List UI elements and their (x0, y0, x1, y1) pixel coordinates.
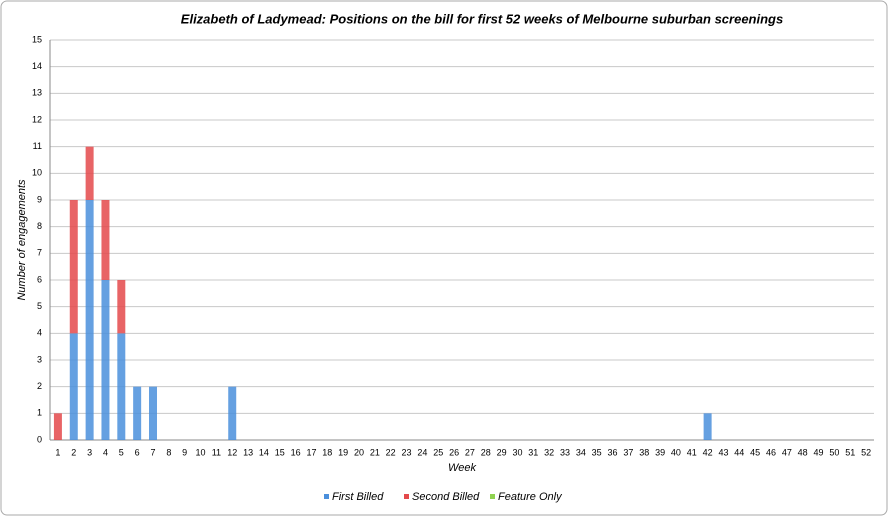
x-tick-label: 21 (370, 447, 380, 457)
bar-segment (53, 413, 62, 440)
y-tick-label: 13 (32, 88, 42, 98)
x-tick-label: 42 (703, 447, 713, 457)
x-axis-label: Week (448, 462, 476, 474)
x-tick-label: 7 (150, 447, 155, 457)
legend-label: First Billed (332, 491, 384, 503)
x-tick-label: 14 (259, 447, 269, 457)
x-tick-label: 36 (608, 447, 618, 457)
bar-segment (69, 333, 78, 440)
x-tick-label: 1 (55, 447, 60, 457)
y-tick-label: 14 (32, 61, 42, 71)
x-tick-label: 37 (623, 447, 633, 457)
x-tick-label: 33 (560, 447, 570, 457)
y-tick-label: 2 (37, 381, 42, 391)
x-tick-label: 27 (465, 447, 475, 457)
x-tick-label: 40 (671, 447, 681, 457)
x-tick-label: 38 (639, 447, 649, 457)
bar-segment (149, 386, 157, 440)
x-tick-label: 18 (322, 447, 332, 457)
x-tick-label: 20 (354, 447, 364, 457)
x-tick-label: 47 (782, 447, 792, 457)
x-tick-label: 35 (592, 447, 602, 457)
x-tick-label: 44 (734, 447, 744, 457)
x-tick-label: 50 (829, 447, 839, 457)
bar-segment (85, 200, 94, 440)
bar-segment (69, 200, 78, 334)
x-tick-label: 13 (243, 447, 253, 457)
bar-segment (133, 386, 142, 440)
x-tick-label: 15 (275, 447, 285, 457)
y-tick-label: 9 (37, 194, 42, 204)
x-tick-label: 25 (433, 447, 443, 457)
x-tick-label: 8 (166, 447, 171, 457)
chart-title: Elizabeth of Ladymead: Positions on the … (181, 11, 783, 26)
x-tick-label: 10 (196, 447, 206, 457)
x-tick-label: 4 (103, 447, 108, 457)
x-tick-label: 2 (71, 447, 76, 457)
x-tick-label: 45 (750, 447, 760, 457)
y-tick-label: 10 (32, 168, 42, 178)
bar-segment (117, 280, 126, 334)
legend-swatch (324, 494, 329, 499)
bar-segment (101, 280, 110, 440)
x-tick-label: 6 (135, 447, 140, 457)
y-tick-label: 3 (37, 354, 42, 364)
x-tick-label: 5 (119, 447, 124, 457)
y-tick-label: 5 (37, 301, 42, 311)
x-tick-label: 9 (182, 447, 187, 457)
x-tick-label: 41 (687, 447, 697, 457)
legend-label: Second Billed (412, 491, 480, 503)
legend-swatch (404, 494, 409, 499)
bar-segment (85, 146, 94, 200)
bar-segment (101, 200, 110, 280)
legend-swatch (490, 494, 495, 499)
legend-label: Feature Only (498, 491, 563, 503)
y-tick-label: 0 (37, 434, 42, 444)
x-tick-label: 46 (766, 447, 776, 457)
x-tick-label: 29 (497, 447, 507, 457)
y-tick-label: 15 (32, 34, 42, 44)
x-tick-label: 28 (481, 447, 491, 457)
x-tick-label: 11 (212, 447, 221, 457)
bar-segment (228, 386, 237, 440)
y-tick-label: 4 (37, 328, 42, 338)
x-tick-label: 24 (417, 447, 427, 457)
bar-segment (117, 333, 126, 440)
x-tick-label: 49 (814, 447, 824, 457)
x-tick-label: 48 (798, 447, 808, 457)
x-tick-label: 19 (338, 447, 348, 457)
y-tick-label: 1 (37, 408, 42, 418)
bar-segment (703, 413, 712, 440)
y-tick-label: 7 (37, 248, 42, 258)
x-tick-label: 43 (718, 447, 728, 457)
x-tick-label: 26 (449, 447, 459, 457)
x-tick-label: 23 (402, 447, 412, 457)
x-tick-label: 34 (576, 447, 586, 457)
x-tick-label: 32 (544, 447, 554, 457)
x-tick-label: 17 (306, 447, 316, 457)
y-tick-label: 11 (33, 141, 42, 151)
x-tick-label: 16 (291, 447, 301, 457)
x-tick-label: 30 (512, 447, 522, 457)
y-tick-label: 8 (37, 221, 42, 231)
y-tick-label: 6 (37, 274, 42, 284)
x-tick-label: 31 (528, 447, 538, 457)
x-tick-label: 3 (87, 447, 92, 457)
y-tick-label: 12 (32, 114, 42, 124)
x-tick-label: 22 (386, 447, 396, 457)
x-tick-label: 39 (655, 447, 665, 457)
y-axis-label: Number of engagements (16, 179, 28, 301)
x-tick-label: 52 (861, 447, 871, 457)
x-tick-label: 51 (845, 447, 855, 457)
x-tick-label: 12 (227, 447, 237, 457)
